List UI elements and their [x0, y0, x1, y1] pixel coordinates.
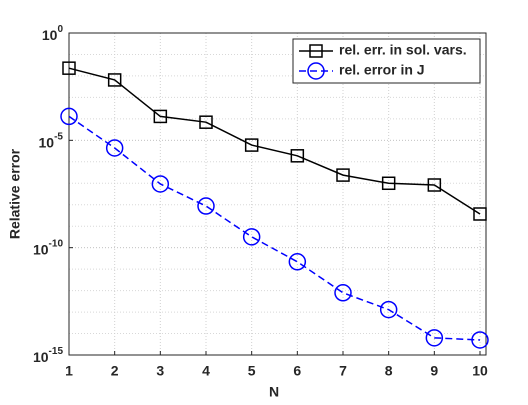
data-point: [336, 168, 350, 182]
data-point: [381, 176, 396, 191]
data-point: [60, 107, 78, 126]
data-point: [425, 329, 444, 347]
data-point: [62, 61, 76, 75]
legend-label: rel. err. in sol. vars.: [339, 42, 467, 58]
data-point: [242, 228, 261, 246]
x-tick-label: 3: [156, 363, 164, 379]
data-point: [427, 178, 442, 192]
x-tick-label: 6: [293, 363, 301, 379]
data-point: [197, 197, 215, 215]
data-point: [379, 300, 398, 319]
data-point: [105, 139, 124, 157]
x-tick-label: 7: [339, 363, 347, 379]
x-tick-label: 4: [202, 363, 210, 379]
data-point: [151, 175, 170, 193]
data-point: [244, 138, 259, 152]
data-point: [107, 73, 122, 87]
legend-marker: [309, 44, 323, 58]
data-point: [288, 253, 307, 271]
legend-marker: [307, 62, 325, 80]
legend-label: rel. error in J: [339, 62, 425, 78]
data-point: [334, 284, 352, 302]
data-point: [290, 149, 305, 163]
x-tick-label: 2: [111, 363, 119, 379]
y-tick-label: 100: [42, 24, 64, 43]
y-tick-label: 10-15: [33, 346, 63, 365]
legend-box: [292, 38, 481, 84]
x-tick-label: 1: [65, 363, 73, 379]
series-line: [68, 67, 481, 215]
y-axis-label: Relative error: [7, 148, 23, 239]
x-tick-label: 5: [248, 363, 256, 379]
plot-frame: [68, 32, 487, 356]
x-tick-label: 10: [472, 363, 488, 379]
x-tick-label: 9: [430, 363, 438, 379]
data-point: [153, 109, 168, 124]
x-axis-label: N: [269, 384, 279, 400]
y-tick-label: 10-10: [33, 238, 63, 257]
x-tick-label: 8: [385, 363, 393, 379]
y-tick-label: 10-5: [39, 131, 64, 150]
data-point: [199, 115, 213, 129]
series-line: [68, 115, 481, 341]
data-point: [473, 207, 487, 221]
data-point: [471, 331, 489, 349]
